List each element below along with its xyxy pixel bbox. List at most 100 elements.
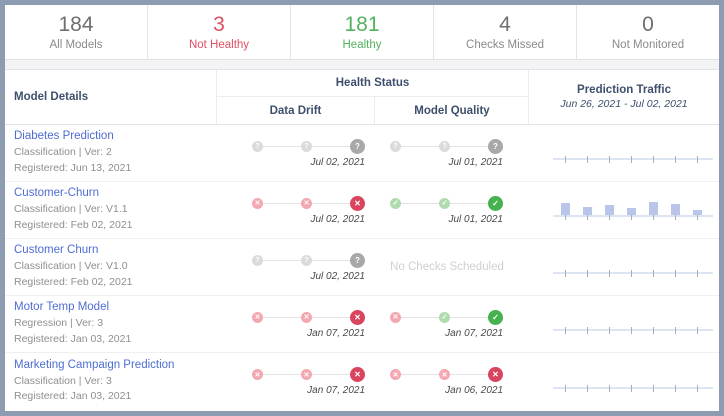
sparkline-baseline bbox=[553, 158, 713, 160]
sparkline-tick bbox=[653, 213, 654, 220]
status-dot-unknown-icon: ? bbox=[350, 138, 365, 154]
summary-card-all-models[interactable]: 184 All Models bbox=[5, 5, 148, 59]
prediction-traffic-sparkline bbox=[553, 250, 713, 284]
summary-card-not-healthy[interactable]: 3 Not Healthy bbox=[148, 5, 291, 59]
prediction-traffic-sparkline bbox=[553, 136, 713, 170]
model-quality-cell[interactable]: No Checks Scheduled bbox=[375, 239, 529, 295]
sparkline-tick bbox=[631, 213, 632, 220]
model-quality-cell[interactable]: ✕ ✕ ✕ Jan 06, 2021 bbox=[375, 353, 529, 410]
not-monitored-count: 0 bbox=[642, 12, 654, 36]
sparkline-tick bbox=[587, 156, 588, 163]
sparkline-baseline bbox=[553, 386, 713, 389]
model-registered-date: Registered: Feb 02, 2021 bbox=[14, 275, 133, 288]
no-checks-scheduled-label: No Checks Scheduled bbox=[390, 261, 504, 273]
model-quality-cell[interactable]: ??? Jul 01, 2021 bbox=[375, 125, 529, 181]
model-registered-date: Registered: Jun 13, 2021 bbox=[14, 161, 132, 174]
data-drift-cell[interactable]: ??? Jul 02, 2021 bbox=[217, 125, 375, 181]
model-details-cell: Marketing Campaign Prediction Classifica… bbox=[5, 359, 217, 404]
model-quality-cell[interactable]: ✕ ✓ ✓ Jan 07, 2021 bbox=[375, 296, 529, 352]
prediction-traffic-cell bbox=[529, 182, 719, 238]
table-row[interactable]: Motor Temp Model Regression | Ver: 3 Reg… bbox=[5, 296, 719, 353]
sparkline-tick bbox=[675, 384, 676, 392]
status-connector-line bbox=[263, 316, 301, 318]
model-name-link[interactable]: Diabetes Prediction bbox=[14, 130, 114, 143]
column-header-prediction-traffic: Prediction Traffic Jun 26, 2021 - Jul 02… bbox=[529, 70, 719, 124]
status-connector-line bbox=[312, 259, 350, 261]
column-header-health-status: Health Status bbox=[217, 70, 528, 97]
data-drift-cell[interactable]: ??? Jul 02, 2021 bbox=[217, 239, 375, 295]
model-name-link[interactable]: Customer-Churn bbox=[14, 187, 99, 200]
summary-card-checks-missed[interactable]: 4 Checks Missed bbox=[434, 5, 577, 59]
status-dot-fail-icon: ✕ bbox=[301, 369, 312, 380]
status-connector-line bbox=[450, 316, 488, 318]
healthy-label: Healthy bbox=[342, 39, 382, 52]
model-type-version: Regression | Ver: 3 bbox=[14, 317, 104, 330]
status-dot-pass-icon: ✓ bbox=[488, 309, 503, 325]
table-row[interactable]: Marketing Campaign Prediction Classifica… bbox=[5, 353, 719, 410]
all-models-label: All Models bbox=[49, 39, 103, 52]
sparkline-tick bbox=[675, 327, 676, 334]
prediction-traffic-date-range: Jun 26, 2021 - Jul 02, 2021 bbox=[560, 98, 688, 110]
model-name-link[interactable]: Customer Churn bbox=[14, 244, 99, 257]
sparkline-tick bbox=[609, 327, 610, 334]
status-dot-unknown-icon: ? bbox=[390, 140, 401, 152]
sparkline-tick bbox=[587, 270, 588, 277]
data-drift-cell[interactable]: ✕ ✕ ✕ Jan 07, 2021 bbox=[217, 296, 375, 352]
status-dot-fail-icon: ✕ bbox=[301, 197, 312, 209]
sparkline-baseline bbox=[553, 272, 713, 274]
sparkline-tick bbox=[631, 327, 632, 334]
status-dot-unknown-icon: ? bbox=[301, 140, 312, 152]
status-dot-unknown-icon: ? bbox=[439, 140, 450, 152]
sparkline-tick bbox=[653, 270, 654, 277]
model-name-link[interactable]: Marketing Campaign Prediction bbox=[14, 358, 175, 371]
status-dot-fail-icon: ✕ bbox=[350, 195, 365, 211]
sparkline-tick bbox=[675, 156, 676, 163]
status-connector-line bbox=[450, 202, 488, 204]
sparkline-tick bbox=[565, 384, 566, 392]
table-row[interactable]: Customer-Churn Classification | Ver: V1.… bbox=[5, 182, 719, 239]
status-dot-fail-icon: ✕ bbox=[390, 311, 401, 323]
data-drift-cell[interactable]: ✕ ✕ ✕ Jul 02, 2021 bbox=[217, 182, 375, 238]
traffic-bar bbox=[693, 209, 702, 215]
summary-card-healthy[interactable]: 181 Healthy bbox=[291, 5, 434, 59]
status-check-date: Jul 01, 2021 bbox=[448, 156, 504, 168]
status-dot-pass-icon: ✓ bbox=[439, 197, 450, 209]
prediction-traffic-cell bbox=[529, 296, 719, 352]
model-table-body: Diabetes Prediction Classification | Ver… bbox=[5, 125, 719, 411]
status-connector-line bbox=[263, 202, 301, 204]
model-name-link[interactable]: Motor Temp Model bbox=[14, 301, 110, 314]
checks-missed-label: Checks Missed bbox=[466, 39, 544, 52]
traffic-bar bbox=[627, 207, 636, 215]
sparkline-tick bbox=[675, 270, 676, 277]
summary-cards: 184 All Models 3 Not Healthy 181 Healthy… bbox=[5, 5, 719, 59]
column-header-model-quality: Model Quality bbox=[414, 104, 490, 117]
column-header-model-details: Model Details bbox=[5, 70, 217, 124]
sparkline-tick bbox=[609, 156, 610, 163]
sparkline-tick bbox=[587, 327, 588, 334]
sparkline-tick bbox=[565, 270, 566, 277]
column-header-data-drift: Data Drift bbox=[217, 97, 375, 124]
status-dot-fail-icon: ✕ bbox=[488, 367, 503, 382]
sparkline-tick bbox=[609, 384, 610, 392]
model-registered-date: Registered: Jan 03, 2021 bbox=[14, 390, 132, 402]
summary-card-not-monitored[interactable]: 0 Not Monitored bbox=[577, 5, 719, 59]
model-quality-cell[interactable]: ✓ ✓ ✓ Jul 01, 2021 bbox=[375, 182, 529, 238]
sparkline-tick bbox=[653, 327, 654, 334]
sparkline-tick bbox=[631, 270, 632, 277]
model-details-cell: Diabetes Prediction Classification | Ver… bbox=[5, 130, 217, 175]
table-row[interactable]: Diabetes Prediction Classification | Ver… bbox=[5, 125, 719, 182]
status-check-date: Jul 01, 2021 bbox=[448, 213, 504, 225]
sparkline-tick bbox=[587, 384, 588, 392]
status-check-date: Jul 02, 2021 bbox=[310, 270, 366, 282]
model-registered-date: Registered: Jan 03, 2021 bbox=[14, 332, 132, 345]
data-drift-cell[interactable]: ✕ ✕ ✕ Jan 07, 2021 bbox=[217, 353, 375, 410]
status-dot-pass-icon: ✓ bbox=[488, 195, 503, 211]
table-row[interactable]: Customer Churn Classification | Ver: V1.… bbox=[5, 239, 719, 296]
sparkline-tick bbox=[609, 270, 610, 277]
status-check-date: Jul 02, 2021 bbox=[310, 156, 366, 168]
sparkline-tick bbox=[697, 156, 698, 163]
status-check-date: Jan 07, 2021 bbox=[307, 327, 365, 339]
status-connector-line bbox=[263, 145, 301, 147]
status-connector-line bbox=[450, 145, 488, 147]
sparkline-tick bbox=[565, 156, 566, 163]
